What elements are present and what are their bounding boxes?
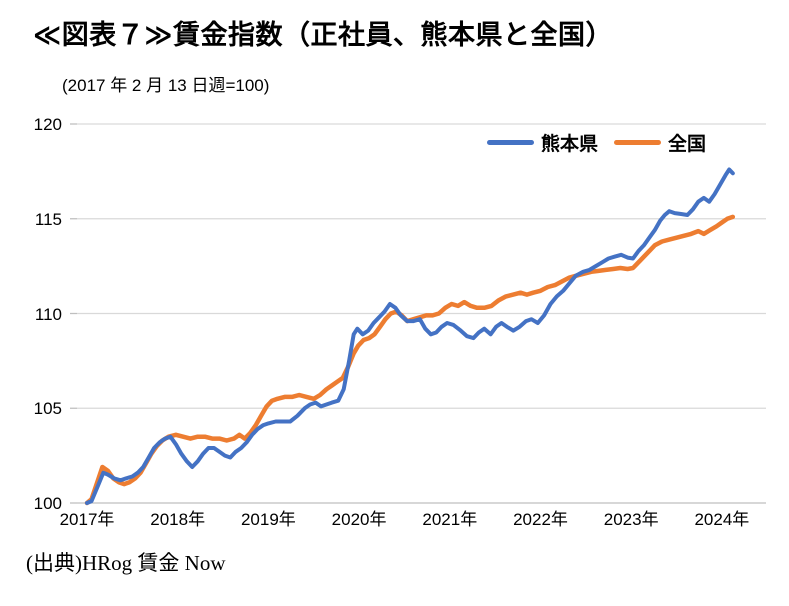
y-tick-115: 115 [34,209,62,229]
legend-swatch-zenkoku-icon [614,140,662,145]
x-tick-2021: 2021年 [422,510,478,529]
series-line-kumamoto [85,167,735,505]
series-line-zenkoku [84,214,736,506]
chart-subtitle: (2017 年 2 月 13 日週=100) [62,76,270,95]
legend-label-kumamoto: 熊本県 [541,134,599,155]
source-note: (出典)HRog 賃金 Now [26,551,226,575]
x-tick-2024: 2024年 [694,510,750,529]
y-tick-105: 105 [33,399,62,419]
gridlines [70,123,766,504]
x-tick-2019: 2019年 [240,510,296,529]
legend-swatch-kumamoto-icon [487,140,534,145]
x-tick-2017: 2017年 [59,510,115,529]
y-tick-120: 120 [33,115,62,134]
legend: 熊本県 全国 [487,129,706,156]
y-tick-100: 100 [33,494,62,513]
x-tick-2018: 2018年 [150,510,206,529]
legend-item-kumamoto: 熊本県 [487,129,598,156]
legend-label-zenkoku: 全国 [668,134,707,155]
x-tick-2020: 2020年 [331,510,387,529]
legend-item-zenkoku: 全国 [614,129,706,156]
y-tick-110: 110 [34,304,62,324]
x-tick-2023: 2023年 [603,510,659,529]
x-tick-2022: 2022年 [513,510,568,529]
chart-title: ≪図表７≫賃金指数（正社員、熊本県と全国） [33,20,614,50]
